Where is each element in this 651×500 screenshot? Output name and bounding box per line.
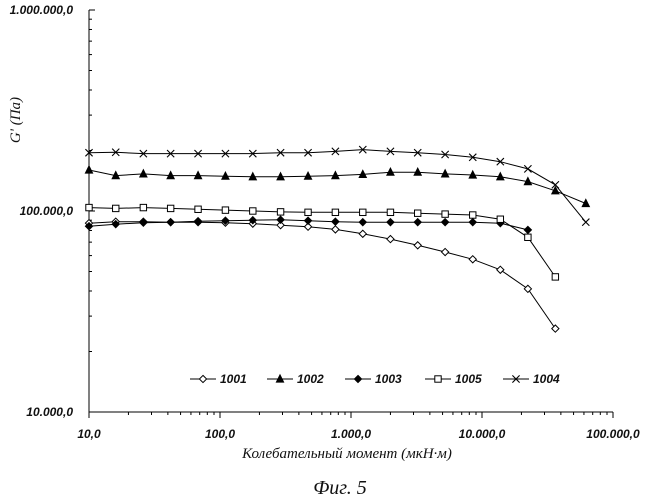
data-point-1005 [332, 209, 338, 215]
y-tick-label: 1.000.000,0 [10, 3, 74, 17]
data-point-1003 [414, 219, 421, 226]
x-tick-label: 100,0 [205, 427, 235, 441]
data-point-1005 [305, 209, 311, 215]
data-point-1005 [525, 234, 531, 240]
data-point-1004 [582, 219, 589, 226]
x-tick-label: 100.000,0 [586, 427, 640, 441]
figure-caption: Фиг. 5 [313, 477, 367, 499]
data-point-1005 [277, 209, 283, 215]
legend-item-1001: 1001 [190, 372, 247, 386]
data-point-1003 [359, 219, 366, 226]
data-point-1001 [332, 226, 339, 233]
data-point-1005 [470, 212, 476, 218]
data-point-1005 [113, 205, 119, 211]
y-tick-label: 10.000,0 [26, 405, 73, 419]
data-point-1001 [497, 266, 504, 273]
legend-item-1005: 1005 [425, 372, 482, 386]
data-point-1003 [304, 217, 311, 224]
data-point-1004 [524, 165, 531, 172]
chart-svg: 10.000,0 100.000,0 1.000.000,0 10,0 100,0 1.0… [0, 0, 651, 500]
legend-marker-1005 [435, 376, 441, 382]
x-axis-label: Колебательный момент (мкН·м) [241, 446, 452, 462]
data-point-1005 [442, 211, 448, 217]
data-point-1005 [387, 209, 393, 215]
y-tick-label: 100.000,0 [20, 204, 74, 218]
data-point-1001 [359, 230, 366, 237]
series-1002 [85, 166, 589, 207]
data-point-1005 [497, 216, 503, 222]
legend-label: 1004 [533, 372, 560, 386]
data-point-1001 [442, 248, 449, 255]
legend-item-1003: 1003 [345, 372, 402, 386]
data-point-1002 [414, 168, 421, 175]
legend: 1001 1002 1003 1005 1004 [190, 372, 560, 386]
series-1001 [85, 218, 559, 332]
series-line-1001 [89, 222, 555, 329]
data-point-1005 [552, 274, 558, 280]
data-point-1002 [140, 170, 147, 177]
data-point-1001 [387, 235, 394, 242]
data-point-1003 [469, 219, 476, 226]
legend-marker-1003 [354, 375, 361, 382]
data-point-1003 [387, 219, 394, 226]
x-tick-label: 10.000,0 [459, 427, 506, 441]
data-point-1003 [524, 226, 531, 233]
data-point-1005 [140, 204, 146, 210]
data-point-1001 [552, 325, 559, 332]
legend-label: 1005 [455, 372, 482, 386]
data-point-1002 [85, 166, 92, 173]
data-point-1005 [195, 206, 201, 212]
legend-label: 1002 [297, 372, 324, 386]
data-point-1003 [332, 218, 339, 225]
x-tick-label: 1.000,0 [331, 427, 371, 441]
data-point-1002 [387, 168, 394, 175]
data-point-1005 [222, 207, 228, 213]
data-point-1003 [277, 216, 284, 223]
data-point-1001 [414, 242, 421, 249]
legend-item-1002: 1002 [267, 372, 324, 386]
series-line-1005 [89, 208, 555, 277]
data-series [85, 146, 589, 332]
data-point-1001 [469, 256, 476, 263]
data-point-1001 [524, 285, 531, 292]
data-point-1005 [86, 204, 92, 210]
series-1005 [86, 204, 559, 280]
data-point-1003 [167, 219, 174, 226]
legend-label: 1003 [375, 372, 402, 386]
legend-label: 1001 [220, 372, 247, 386]
legend-marker-1001 [199, 375, 206, 382]
data-point-1005 [167, 205, 173, 211]
data-point-1005 [360, 209, 366, 215]
legend-item-1004: 1004 [503, 372, 560, 386]
data-point-1005 [415, 210, 421, 216]
data-point-1005 [250, 208, 256, 214]
y-axis-label: G' (Па) [8, 97, 24, 143]
data-point-1003 [442, 219, 449, 226]
x-tick-label: 10,0 [77, 427, 101, 441]
